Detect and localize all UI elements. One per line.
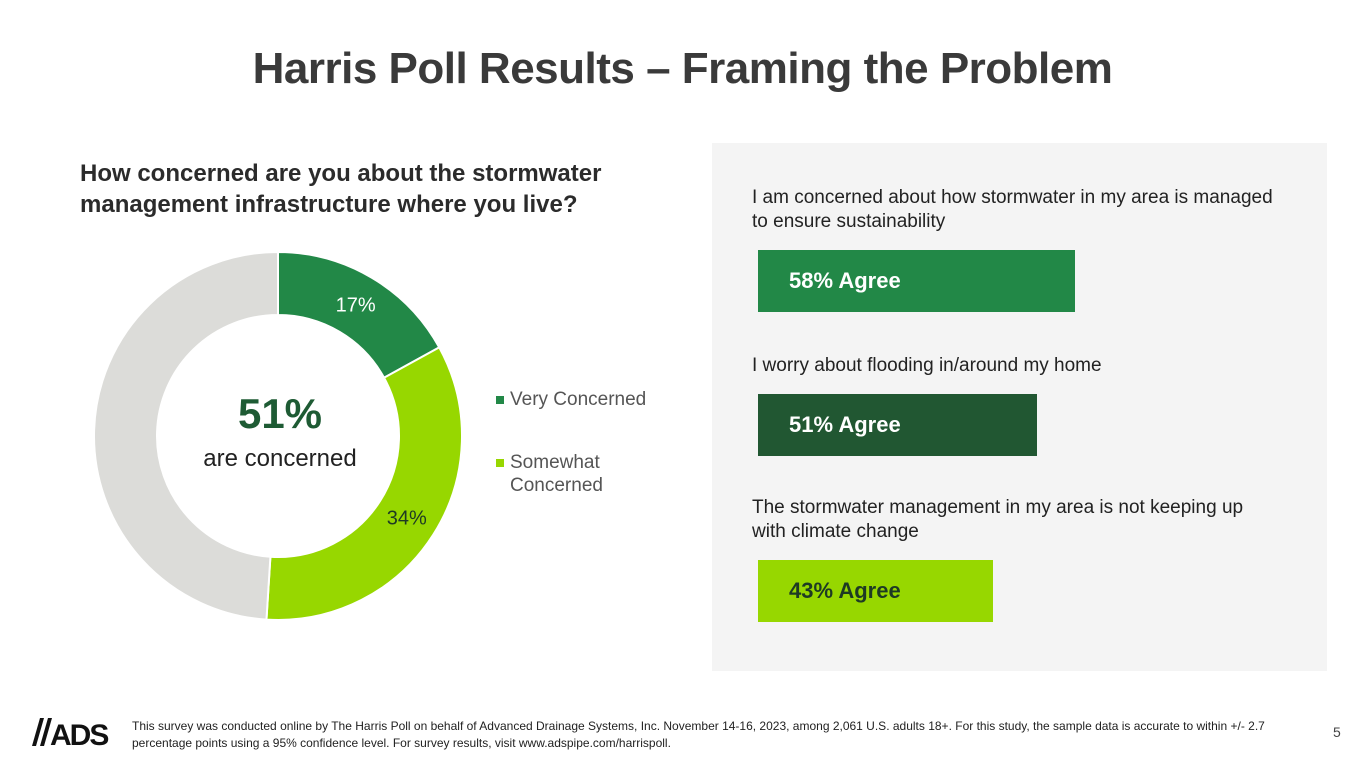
donut-slice — [92, 250, 279, 621]
agree-bar: 51% Agree — [758, 394, 1037, 456]
legend-label: Very Concerned — [510, 389, 647, 410]
legend-swatch — [496, 396, 504, 404]
legend-label: Somewhat Concerned — [510, 452, 603, 496]
center-label: are concerned — [203, 445, 357, 472]
agree-bar: 58% Agree — [758, 250, 1076, 312]
statement-2: I worry about flooding in/around my home — [752, 355, 1102, 376]
bar-track-2: 51% Agree — [758, 394, 1305, 456]
ads-logo: ADS — [32, 718, 110, 748]
slice-data-label: 17% — [336, 295, 376, 317]
donut-slice — [265, 345, 463, 621]
legend-item-somewhat-concerned: Somewhat Concerned — [496, 451, 696, 497]
statement-3: The stormwater management in my area is … — [752, 497, 1244, 542]
donut-chart: 17% 34% — [92, 250, 463, 621]
donut-question: How concerned are you about the stormwat… — [80, 160, 602, 218]
agree-bar: 43% Agree — [758, 560, 994, 622]
legend-item-very-concerned: Very Concerned — [496, 388, 696, 411]
page-number: 5 — [1333, 724, 1341, 740]
bar-track-3: 43% Agree — [758, 560, 1305, 622]
survey-footnote: This survey was conducted online by The … — [132, 719, 1265, 750]
slide-title: Harris Poll Results – Framing the Proble… — [252, 44, 1113, 93]
logo-text: ADS — [50, 719, 108, 748]
statement-1: I am concerned about how stormwater in m… — [752, 187, 1273, 232]
legend-swatch — [496, 459, 504, 467]
slice-data-label: 34% — [387, 508, 427, 530]
chart-legend: Very Concerned Somewhat Concerned — [496, 388, 696, 497]
center-value: 51% — [237, 390, 323, 437]
bar-track-1: 58% Agree — [758, 250, 1305, 312]
